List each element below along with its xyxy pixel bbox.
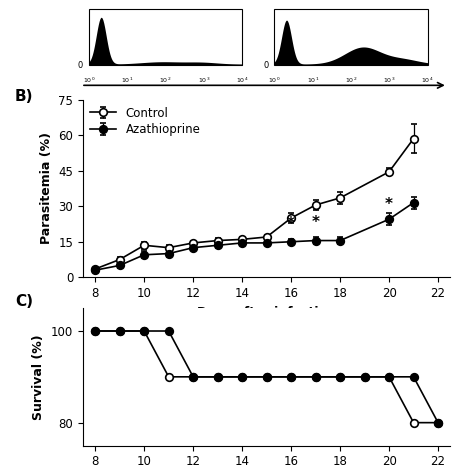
Text: $10^3$: $10^3$	[383, 76, 395, 85]
Text: $10^1$: $10^1$	[307, 76, 319, 85]
Text: $10^2$: $10^2$	[345, 76, 357, 85]
Bar	[274, 9, 428, 65]
Bar	[89, 9, 242, 65]
Text: $10^1$: $10^1$	[121, 76, 134, 85]
Y-axis label: Parasitemia (%): Parasitemia (%)	[40, 132, 53, 245]
Legend: Control, Azathioprine: Control, Azathioprine	[89, 105, 201, 137]
Text: 0: 0	[78, 61, 83, 70]
Text: $10^3$: $10^3$	[198, 76, 210, 85]
Text: B): B)	[15, 89, 34, 104]
Text: *: *	[311, 215, 319, 230]
X-axis label: Days after infection: Days after infection	[197, 306, 336, 319]
Text: $10^4$: $10^4$	[236, 76, 248, 85]
Text: 0: 0	[263, 61, 268, 70]
Text: $10^0$: $10^0$	[268, 76, 281, 85]
Text: *: *	[385, 197, 393, 212]
Text: $10^4$: $10^4$	[421, 76, 434, 85]
Y-axis label: Survival (%): Survival (%)	[32, 334, 46, 419]
Text: $10^2$: $10^2$	[159, 76, 172, 85]
Text: $10^0$: $10^0$	[83, 76, 95, 85]
Text: C): C)	[15, 294, 33, 310]
Text: *: *	[287, 216, 295, 231]
Text: Syto -16 fluorescence: Syto -16 fluorescence	[182, 103, 335, 116]
